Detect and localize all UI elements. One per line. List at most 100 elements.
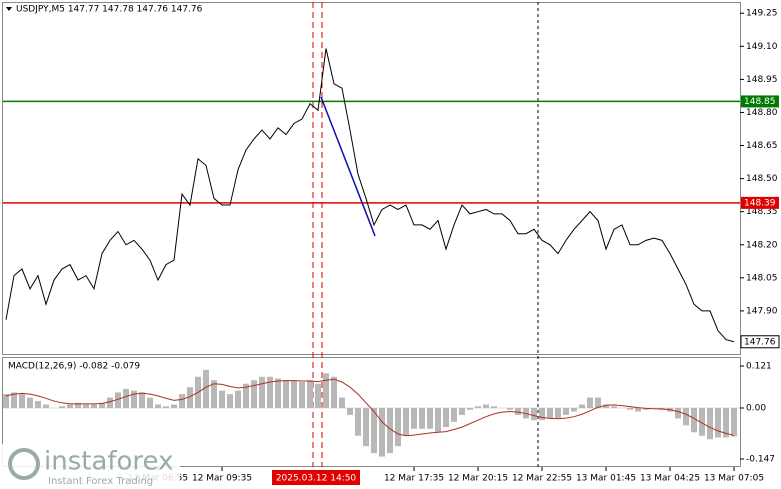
y-tick-label: 148.95 (746, 75, 778, 85)
macd-bar (19, 394, 25, 409)
macd-bar (243, 383, 249, 409)
macd-bar (35, 401, 41, 409)
x-tick-label: 12 Mar 20:15 (448, 474, 508, 484)
x-tick-label: 13 Mar 07:05 (704, 474, 764, 484)
macd-bar (715, 408, 721, 438)
macd-bar (99, 402, 105, 409)
macd-bar (59, 406, 65, 409)
menu-arrow (6, 7, 12, 11)
macd-bar (307, 380, 313, 409)
macd-bar (371, 408, 377, 454)
plot: 147.90 148.05 148.20 148.35 148.50 148.65 148.… (3, 9, 780, 484)
macd-bar (587, 397, 593, 409)
macd-bar (147, 397, 153, 409)
y-tick-label: 149.10 (746, 42, 778, 52)
chart-title: USDJPY,M5 147.77 147.78 147.76 147.76 (16, 5, 203, 15)
macd-bar (171, 404, 177, 409)
macd-bar (347, 408, 353, 415)
macd-bar (435, 408, 441, 433)
macd-bar (555, 408, 561, 419)
macd-bar (595, 397, 601, 409)
macd-bar (539, 408, 545, 421)
macd-bar (563, 408, 569, 415)
macd-frame (2, 357, 741, 467)
macd-bar (211, 380, 217, 409)
macd-bar (267, 376, 273, 409)
macd-bar (411, 408, 417, 429)
macd-bar (451, 408, 457, 422)
macd-bar (475, 406, 481, 409)
macd-bar (3, 394, 9, 409)
macd-bar (443, 408, 449, 428)
macd-bar (387, 408, 393, 454)
y-tick-label: 148.20 (746, 240, 778, 250)
level-label: 148.85 (744, 97, 776, 107)
macd-bar (339, 397, 345, 409)
macd-bar (611, 406, 617, 409)
macd-bar (419, 408, 425, 429)
crosshair-label-box (272, 470, 360, 485)
macd-bar (75, 402, 81, 409)
watermark-logo (8, 448, 40, 480)
trendline (320, 96, 376, 237)
y-tick-label: 149.25 (746, 9, 778, 19)
macd-bar (163, 406, 169, 409)
macd-bar (203, 369, 209, 409)
macd-bar (11, 392, 17, 409)
macd-bar (603, 404, 609, 409)
macd-bar (531, 408, 537, 421)
macd-title: MACD(12,26,9) -0.082 -0.079 (8, 362, 140, 372)
macd-bar (627, 408, 633, 410)
macd-bar (107, 397, 113, 409)
signal-line (5, 378, 735, 437)
macd-bar (27, 397, 33, 409)
macd-bar (707, 408, 713, 440)
macd-bar (515, 408, 521, 415)
macd-bar (363, 408, 369, 447)
macd-bar (323, 373, 329, 409)
macd-bar (187, 387, 193, 409)
macd-bar (467, 408, 473, 410)
macd-bar (251, 380, 257, 409)
macd-bar (259, 376, 265, 409)
macd-bar (131, 390, 137, 409)
macd-bar (139, 392, 145, 409)
macd-bar (83, 404, 89, 409)
main-frame (2, 2, 741, 355)
macd-bar (123, 388, 129, 409)
y-tick-label: 148.65 (746, 141, 778, 151)
y-tick-label: 148.80 (746, 108, 778, 118)
y-tick-label: 0.121 (746, 362, 772, 372)
y-tick-label: 147.90 (746, 306, 778, 316)
macd-bar (275, 378, 281, 409)
macd-bar (283, 380, 289, 409)
watermark-brand: instaforex (44, 447, 173, 477)
macd-bar (643, 408, 649, 410)
macd-bar (235, 390, 241, 409)
macd-bar (179, 394, 185, 409)
x-tick-label: 12 Mar 22:55 (512, 474, 572, 484)
macd-bar (459, 408, 465, 415)
macd-bar (379, 408, 385, 457)
macd-bar (331, 376, 337, 409)
x-tick-label: 13 Mar 04:25 (640, 474, 700, 484)
level-label-box (741, 196, 779, 209)
y-tick-label: 0.00 (746, 404, 766, 414)
macd-bar (91, 404, 97, 409)
price-line (5, 48, 735, 343)
current-price-label: 147.76 (744, 337, 776, 347)
macd-bar (635, 408, 641, 412)
macd-bar (731, 408, 737, 437)
macd-bar (699, 408, 705, 436)
macd-bar (115, 392, 121, 409)
macd-bar (491, 406, 497, 409)
y-tick-label: 148.35 (746, 207, 778, 217)
macd-bar (675, 408, 681, 419)
macd-bar (299, 381, 305, 409)
macd-bar (547, 408, 553, 419)
y-tick-label: 148.05 (746, 273, 778, 283)
macd-bar (683, 408, 689, 426)
macd-bar (291, 380, 297, 409)
level-label: 148.39 (744, 198, 776, 208)
